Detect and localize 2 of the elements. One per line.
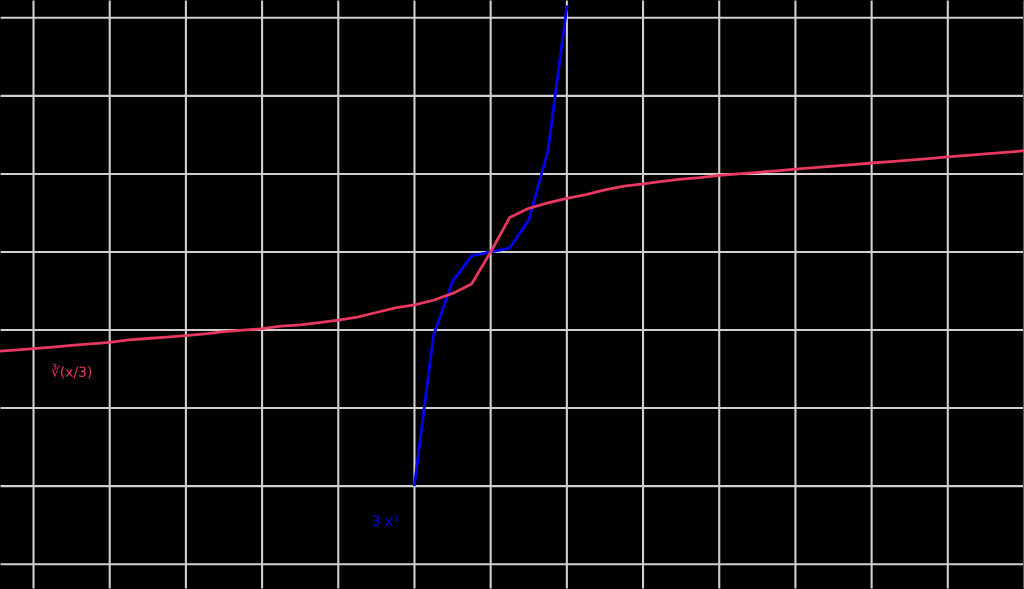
text: 3 x³ xyxy=(372,515,398,526)
annotation: ∛(x/3) xyxy=(51,363,92,379)
